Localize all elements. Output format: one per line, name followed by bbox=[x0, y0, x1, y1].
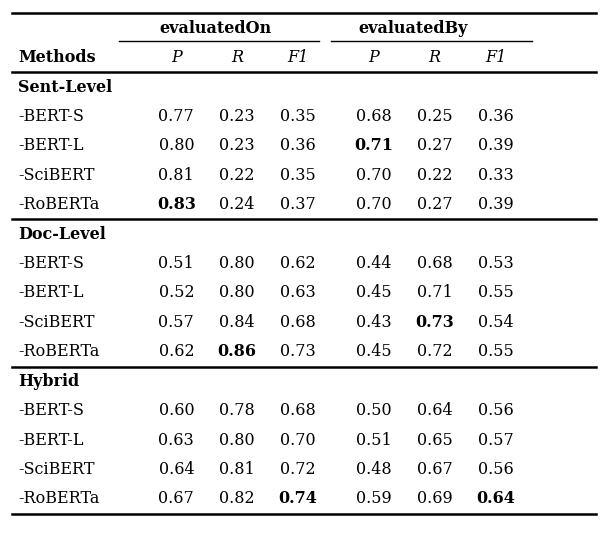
Text: -RoBERTa: -RoBERTa bbox=[18, 491, 100, 507]
Text: 0.23: 0.23 bbox=[219, 108, 255, 125]
Text: 0.70: 0.70 bbox=[356, 196, 392, 213]
Text: 0.86: 0.86 bbox=[218, 343, 257, 360]
Text: 0.45: 0.45 bbox=[356, 285, 392, 301]
Text: F1: F1 bbox=[485, 49, 506, 66]
Text: Hybrid: Hybrid bbox=[18, 373, 80, 390]
Text: 0.64: 0.64 bbox=[476, 491, 515, 507]
Text: 0.50: 0.50 bbox=[356, 402, 392, 419]
Text: 0.81: 0.81 bbox=[219, 461, 255, 478]
Text: 0.51: 0.51 bbox=[159, 255, 194, 272]
Text: 0.35: 0.35 bbox=[280, 167, 316, 184]
Text: 0.64: 0.64 bbox=[159, 461, 194, 478]
Text: 0.24: 0.24 bbox=[219, 196, 255, 213]
Text: R: R bbox=[231, 49, 243, 66]
Text: 0.68: 0.68 bbox=[280, 402, 316, 419]
Text: 0.48: 0.48 bbox=[356, 461, 392, 478]
Text: 0.70: 0.70 bbox=[356, 167, 392, 184]
Text: 0.63: 0.63 bbox=[159, 431, 194, 449]
Text: Sent-Level: Sent-Level bbox=[18, 79, 112, 96]
Text: 0.83: 0.83 bbox=[157, 196, 196, 213]
Text: 0.51: 0.51 bbox=[356, 431, 392, 449]
Text: 0.68: 0.68 bbox=[280, 314, 316, 331]
Text: 0.37: 0.37 bbox=[280, 196, 316, 213]
Text: 0.27: 0.27 bbox=[417, 137, 452, 154]
Text: 0.82: 0.82 bbox=[219, 491, 255, 507]
Text: F1: F1 bbox=[288, 49, 308, 66]
Text: 0.35: 0.35 bbox=[280, 108, 316, 125]
Text: 0.71: 0.71 bbox=[417, 285, 452, 301]
Text: 0.43: 0.43 bbox=[356, 314, 392, 331]
Text: 0.65: 0.65 bbox=[417, 431, 452, 449]
Text: -BERT-L: -BERT-L bbox=[18, 137, 84, 154]
Text: 0.71: 0.71 bbox=[354, 137, 393, 154]
Text: 0.81: 0.81 bbox=[159, 167, 194, 184]
Text: 0.62: 0.62 bbox=[159, 343, 194, 360]
Text: -BERT-S: -BERT-S bbox=[18, 402, 84, 419]
Text: 0.22: 0.22 bbox=[219, 167, 255, 184]
Text: 0.72: 0.72 bbox=[417, 343, 452, 360]
Text: 0.68: 0.68 bbox=[356, 108, 392, 125]
Text: -BERT-L: -BERT-L bbox=[18, 285, 84, 301]
Text: -SciBERT: -SciBERT bbox=[18, 167, 95, 184]
Text: 0.62: 0.62 bbox=[280, 255, 316, 272]
Text: -BERT-L: -BERT-L bbox=[18, 431, 84, 449]
Text: 0.33: 0.33 bbox=[478, 167, 513, 184]
Text: 0.80: 0.80 bbox=[219, 285, 255, 301]
Text: 0.45: 0.45 bbox=[356, 343, 392, 360]
Text: -RoBERTa: -RoBERTa bbox=[18, 343, 100, 360]
Text: Methods: Methods bbox=[18, 49, 96, 66]
Text: -SciBERT: -SciBERT bbox=[18, 314, 95, 331]
Text: 0.80: 0.80 bbox=[159, 137, 194, 154]
Text: 0.25: 0.25 bbox=[417, 108, 452, 125]
Text: P: P bbox=[171, 49, 182, 66]
Text: 0.56: 0.56 bbox=[478, 402, 513, 419]
Text: 0.55: 0.55 bbox=[478, 343, 513, 360]
Text: 0.84: 0.84 bbox=[219, 314, 255, 331]
Text: 0.72: 0.72 bbox=[280, 461, 316, 478]
Text: evaluatedOn: evaluatedOn bbox=[160, 20, 272, 37]
Text: 0.59: 0.59 bbox=[356, 491, 392, 507]
Text: 0.64: 0.64 bbox=[417, 402, 452, 419]
Text: 0.27: 0.27 bbox=[417, 196, 452, 213]
Text: -BERT-S: -BERT-S bbox=[18, 108, 84, 125]
Text: 0.54: 0.54 bbox=[478, 314, 513, 331]
Text: 0.77: 0.77 bbox=[159, 108, 194, 125]
Text: 0.57: 0.57 bbox=[478, 431, 513, 449]
Text: 0.57: 0.57 bbox=[159, 314, 194, 331]
Text: -RoBERTa: -RoBERTa bbox=[18, 196, 100, 213]
Text: Doc-Level: Doc-Level bbox=[18, 225, 106, 243]
Text: 0.52: 0.52 bbox=[159, 285, 194, 301]
Text: 0.60: 0.60 bbox=[159, 402, 194, 419]
Text: 0.73: 0.73 bbox=[415, 314, 454, 331]
Text: 0.67: 0.67 bbox=[417, 461, 452, 478]
Text: -SciBERT: -SciBERT bbox=[18, 461, 95, 478]
Text: 0.56: 0.56 bbox=[478, 461, 513, 478]
Text: 0.44: 0.44 bbox=[356, 255, 392, 272]
Text: 0.36: 0.36 bbox=[478, 108, 513, 125]
Text: 0.63: 0.63 bbox=[280, 285, 316, 301]
Text: 0.22: 0.22 bbox=[417, 167, 452, 184]
Text: P: P bbox=[368, 49, 379, 66]
Text: 0.74: 0.74 bbox=[278, 491, 317, 507]
Text: -BERT-S: -BERT-S bbox=[18, 255, 84, 272]
Text: 0.68: 0.68 bbox=[417, 255, 452, 272]
Text: 0.73: 0.73 bbox=[280, 343, 316, 360]
Text: 0.53: 0.53 bbox=[478, 255, 513, 272]
Text: 0.78: 0.78 bbox=[219, 402, 255, 419]
Text: 0.55: 0.55 bbox=[478, 285, 513, 301]
Text: 0.80: 0.80 bbox=[219, 255, 255, 272]
Text: R: R bbox=[429, 49, 441, 66]
Text: 0.70: 0.70 bbox=[280, 431, 316, 449]
Text: evaluatedBy: evaluatedBy bbox=[359, 20, 468, 37]
Text: 0.39: 0.39 bbox=[478, 137, 513, 154]
Text: 0.67: 0.67 bbox=[159, 491, 194, 507]
Text: 0.80: 0.80 bbox=[219, 431, 255, 449]
Text: 0.36: 0.36 bbox=[280, 137, 316, 154]
Text: 0.69: 0.69 bbox=[417, 491, 452, 507]
Text: 0.23: 0.23 bbox=[219, 137, 255, 154]
Text: 0.39: 0.39 bbox=[478, 196, 513, 213]
